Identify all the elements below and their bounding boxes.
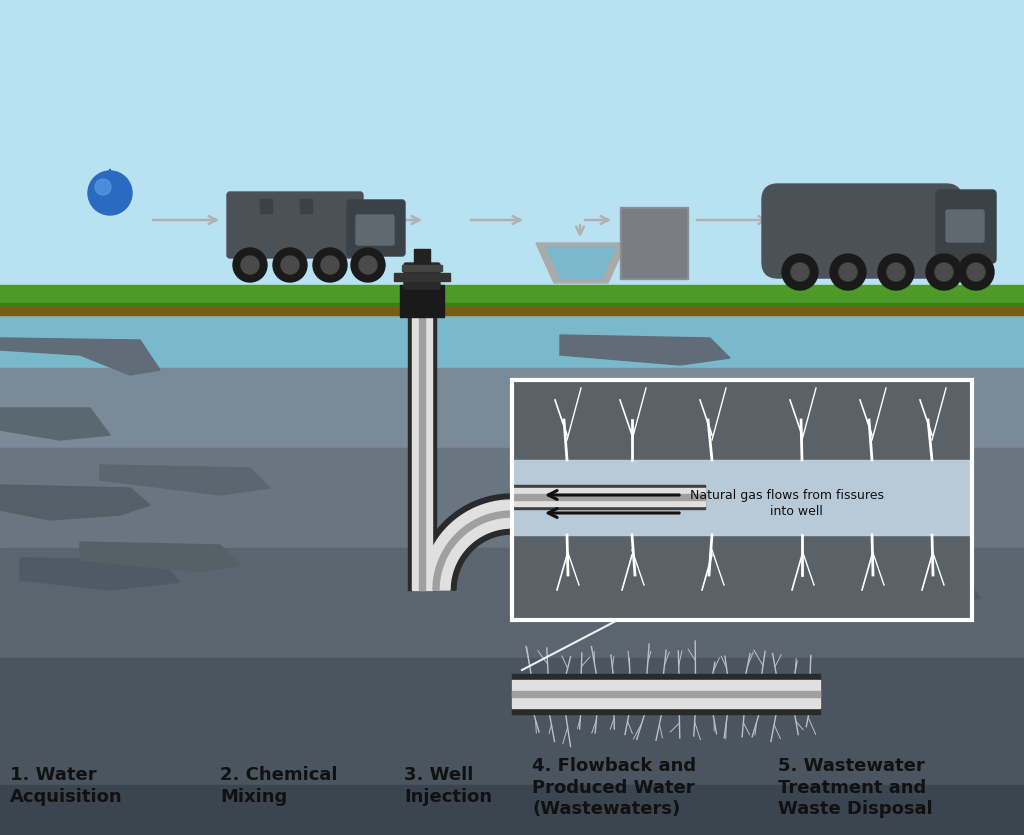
Circle shape — [839, 263, 857, 281]
Bar — [512, 380, 972, 460]
Bar — [512, 535, 972, 620]
FancyBboxPatch shape — [356, 215, 394, 245]
Bar — [512, 680, 820, 708]
Text: 5. Wastewater
Treatment and
Waste Disposal: 5. Wastewater Treatment and Waste Dispos… — [778, 757, 933, 818]
Circle shape — [782, 254, 818, 290]
Bar — [260, 199, 272, 213]
Bar — [0, 448, 1024, 548]
Polygon shape — [680, 570, 980, 608]
Circle shape — [351, 248, 385, 282]
Circle shape — [887, 263, 905, 281]
Polygon shape — [0, 338, 160, 375]
Bar — [402, 265, 442, 271]
Polygon shape — [560, 335, 730, 365]
Bar — [0, 303, 1024, 309]
Polygon shape — [0, 485, 150, 520]
Polygon shape — [546, 247, 616, 279]
FancyBboxPatch shape — [227, 192, 362, 258]
Circle shape — [281, 256, 299, 274]
Bar — [419, 315, 425, 590]
Bar — [0, 658, 1024, 833]
Polygon shape — [433, 511, 512, 590]
Bar — [412, 315, 432, 590]
Bar — [0, 0, 1024, 285]
Circle shape — [321, 256, 339, 274]
Bar — [394, 273, 450, 281]
Bar — [0, 548, 1024, 658]
Bar — [622, 209, 686, 277]
Bar — [414, 249, 430, 267]
FancyBboxPatch shape — [762, 184, 962, 278]
Circle shape — [926, 254, 962, 290]
Polygon shape — [620, 498, 870, 535]
Circle shape — [233, 248, 267, 282]
Polygon shape — [536, 243, 626, 283]
Bar — [0, 785, 1024, 835]
Bar — [620, 207, 688, 279]
Bar — [300, 199, 312, 213]
Text: 3. Well
Injection: 3. Well Injection — [404, 767, 493, 806]
Bar — [512, 460, 972, 535]
Circle shape — [241, 256, 259, 274]
Bar — [512, 674, 820, 714]
FancyBboxPatch shape — [347, 200, 406, 256]
Bar — [512, 494, 705, 500]
Bar — [512, 691, 820, 697]
Polygon shape — [422, 500, 512, 590]
Circle shape — [958, 254, 994, 290]
Bar — [0, 307, 1024, 315]
Polygon shape — [0, 408, 110, 440]
Bar — [512, 488, 705, 506]
Bar — [400, 285, 444, 317]
Polygon shape — [100, 465, 270, 495]
Polygon shape — [80, 542, 240, 572]
Circle shape — [88, 171, 132, 215]
Circle shape — [878, 254, 914, 290]
Text: Natural gas flows from fissures: Natural gas flows from fissures — [690, 489, 884, 502]
Bar — [512, 380, 972, 620]
Polygon shape — [20, 558, 180, 590]
Circle shape — [791, 263, 809, 281]
Bar — [512, 380, 972, 620]
Circle shape — [830, 254, 866, 290]
Text: 2. Chemical
Mixing: 2. Chemical Mixing — [220, 767, 338, 806]
Bar — [0, 313, 1024, 368]
FancyBboxPatch shape — [946, 210, 984, 242]
Circle shape — [967, 263, 985, 281]
Text: into well: into well — [690, 505, 823, 518]
Text: 4. Flowback and
Produced Water
(Wastewaters): 4. Flowback and Produced Water (Wastewat… — [532, 757, 696, 818]
Bar — [512, 485, 705, 509]
Bar — [408, 315, 436, 590]
Circle shape — [313, 248, 347, 282]
Circle shape — [273, 248, 307, 282]
Circle shape — [95, 179, 111, 195]
FancyBboxPatch shape — [936, 190, 996, 263]
Text: 1. Water
Acquisition: 1. Water Acquisition — [10, 767, 123, 806]
Polygon shape — [416, 494, 512, 590]
Polygon shape — [580, 418, 790, 455]
Circle shape — [359, 256, 377, 274]
Bar — [0, 368, 1024, 448]
FancyBboxPatch shape — [404, 263, 440, 289]
Polygon shape — [100, 169, 120, 193]
Bar — [0, 285, 1024, 305]
Circle shape — [935, 263, 953, 281]
